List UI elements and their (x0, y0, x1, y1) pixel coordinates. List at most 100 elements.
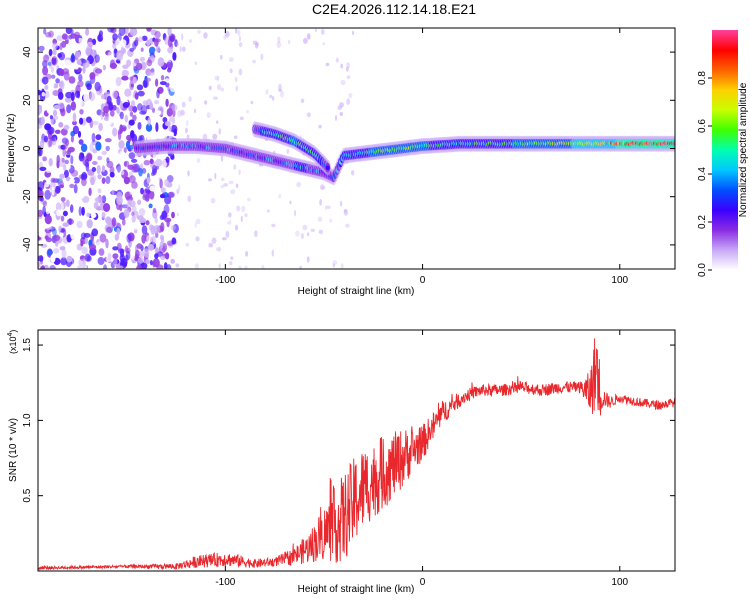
noise-blob (149, 112, 157, 121)
noise-blob (127, 199, 132, 205)
noise-blob (78, 221, 84, 227)
noise-blob (95, 196, 103, 204)
noise-blob (60, 257, 68, 266)
noise-blob (186, 134, 190, 140)
noise-blob (44, 85, 49, 90)
noise-blob (120, 257, 128, 267)
noise-blob (80, 173, 85, 181)
noise-blob (45, 208, 50, 215)
noise-blob (120, 170, 125, 176)
noise-blob (317, 216, 323, 222)
noise-blob (111, 189, 115, 196)
noise-blob (91, 167, 97, 172)
noise-blob (247, 197, 251, 202)
noise-blob (171, 69, 176, 78)
noise-blob (97, 155, 103, 161)
noise-blob (235, 183, 239, 188)
spectrogram-y-tick-label: -20 (22, 189, 33, 204)
noise-blob (348, 93, 353, 99)
noise-blob (50, 253, 56, 263)
noise-blob (220, 87, 225, 92)
noise-blob (90, 176, 95, 186)
noise-blob (109, 62, 117, 69)
noise-blob (155, 78, 159, 87)
noise-blob (142, 100, 148, 106)
noise-blob (182, 46, 186, 52)
noise-blob (325, 205, 328, 210)
noise-blob (57, 91, 64, 100)
noise-blob (131, 158, 138, 163)
noise-blob (160, 222, 165, 232)
noise-blob (83, 92, 90, 103)
noise-blob (238, 265, 242, 269)
noise-blob (39, 190, 44, 198)
noise-blob (124, 114, 129, 123)
noise-blob (266, 209, 270, 213)
noise-blob (141, 35, 148, 41)
noise-blob (194, 263, 199, 269)
noise-blob (145, 259, 150, 265)
noise-blob (154, 100, 160, 105)
noise-blob (60, 197, 66, 202)
noise-blob (144, 75, 148, 82)
noise-blob (77, 99, 83, 107)
noise-blob (55, 202, 62, 212)
noise-blob (73, 203, 80, 210)
noise-blob (74, 90, 80, 98)
noise-blob (325, 62, 330, 67)
noise-blob (134, 58, 140, 64)
noise-blob (149, 158, 154, 165)
noise-blob (64, 139, 70, 147)
noise-blob (73, 177, 80, 184)
noise-blob (76, 51, 81, 58)
noise-blob (130, 83, 134, 88)
noise-blob (220, 154, 224, 162)
noise-blob (40, 196, 44, 202)
noise-blob (54, 129, 61, 134)
noise-blob (52, 178, 60, 183)
noise-blob (59, 184, 64, 189)
noise-blob (98, 248, 105, 256)
noise-blob (216, 247, 219, 252)
noise-blob (39, 139, 45, 149)
noise-blob (68, 76, 76, 84)
noise-blob (88, 205, 92, 211)
noise-blob (94, 81, 101, 92)
noise-blob (332, 260, 338, 266)
spectrogram-y-tick-label: -40 (22, 237, 33, 252)
noise-blob (105, 216, 112, 225)
noise-blob (93, 28, 100, 37)
noise-blob (254, 230, 258, 238)
noise-blob (109, 171, 115, 178)
noise-blob (131, 163, 138, 173)
noise-blob (117, 248, 125, 254)
noise-blob (90, 212, 97, 218)
noise-blob (147, 116, 152, 126)
noise-blob (152, 107, 155, 113)
noise-blob (128, 104, 133, 113)
noise-blob (340, 63, 344, 69)
noise-blob (59, 69, 65, 77)
noise-blob (230, 189, 236, 195)
noise-blob (233, 135, 238, 139)
noise-blob (70, 155, 74, 165)
noise-blob (52, 248, 60, 254)
noise-blob (52, 90, 60, 96)
noise-blob (118, 140, 125, 149)
snr-y-tick-label: 1.0 (22, 413, 33, 427)
noise-blob (306, 232, 310, 237)
noise-blob (49, 265, 56, 269)
noise-blob (203, 32, 208, 39)
noise-blob (61, 33, 68, 40)
noise-blob (123, 176, 130, 185)
noise-blob (170, 154, 175, 161)
noise-blob (57, 181, 65, 187)
noise-blob (44, 123, 52, 131)
noise-blob (213, 96, 218, 100)
noise-blob (89, 174, 97, 183)
noise-blob (41, 76, 49, 85)
noise-blob (148, 46, 156, 55)
noise-blob (45, 146, 52, 155)
figure-title: C2E4.2026.112.14.18.E21 (312, 1, 476, 17)
